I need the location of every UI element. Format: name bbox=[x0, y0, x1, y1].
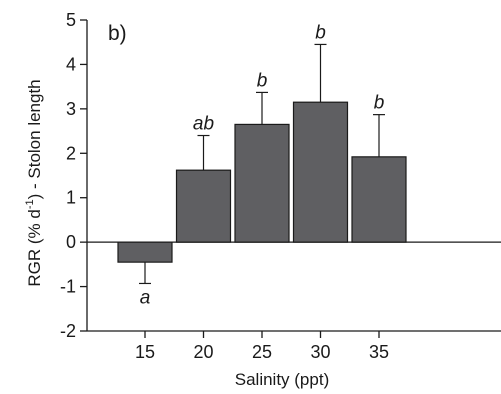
significance-labels-group: a ab b b b bbox=[140, 22, 385, 308]
x-tick-label: 20 bbox=[193, 342, 213, 362]
significance-label-25: b bbox=[257, 70, 268, 91]
y-axis-title-prefix: RGR (% d bbox=[25, 209, 44, 286]
y-tick-label: 2 bbox=[66, 143, 76, 163]
x-tick-label: 15 bbox=[135, 342, 155, 362]
y-axis-title-suffix: ) - Stolon length bbox=[25, 79, 44, 199]
significance-label-35: b bbox=[374, 93, 385, 114]
y-axis-title: RGR (% d-1) - Stolon length bbox=[24, 79, 44, 286]
y-tick-label: 4 bbox=[66, 54, 76, 74]
x-axis-title: Salinity (ppt) bbox=[235, 370, 329, 389]
significance-label-15: a bbox=[140, 287, 151, 308]
y-tick-label: -1 bbox=[60, 277, 76, 297]
bar-15 bbox=[117, 241, 173, 263]
y-axis-title-superscript: -1 bbox=[24, 199, 36, 209]
x-tick-label: 25 bbox=[252, 342, 272, 362]
x-ticks-group: 15 20 25 30 35 bbox=[135, 331, 389, 362]
bar-35 bbox=[351, 156, 407, 243]
y-tick-label: 5 bbox=[66, 10, 76, 30]
y-ticks-group: -2 -1 0 1 2 3 4 5 bbox=[60, 10, 87, 341]
bars-group bbox=[117, 101, 407, 263]
y-tick-label: 3 bbox=[66, 99, 76, 119]
y-tick-label: 0 bbox=[66, 232, 76, 252]
panel-label: b) bbox=[108, 22, 127, 45]
significance-label-20: ab bbox=[193, 114, 214, 135]
x-tick-label: 35 bbox=[369, 342, 389, 362]
bar-30 bbox=[292, 101, 349, 243]
y-tick-label: -2 bbox=[60, 321, 76, 341]
error-bars-group bbox=[139, 43, 385, 285]
x-tick-label: 30 bbox=[310, 342, 330, 362]
bar-20 bbox=[175, 169, 232, 243]
bar-25 bbox=[234, 123, 290, 243]
significance-label-30: b bbox=[315, 22, 326, 43]
y-tick-label: 1 bbox=[66, 188, 76, 208]
